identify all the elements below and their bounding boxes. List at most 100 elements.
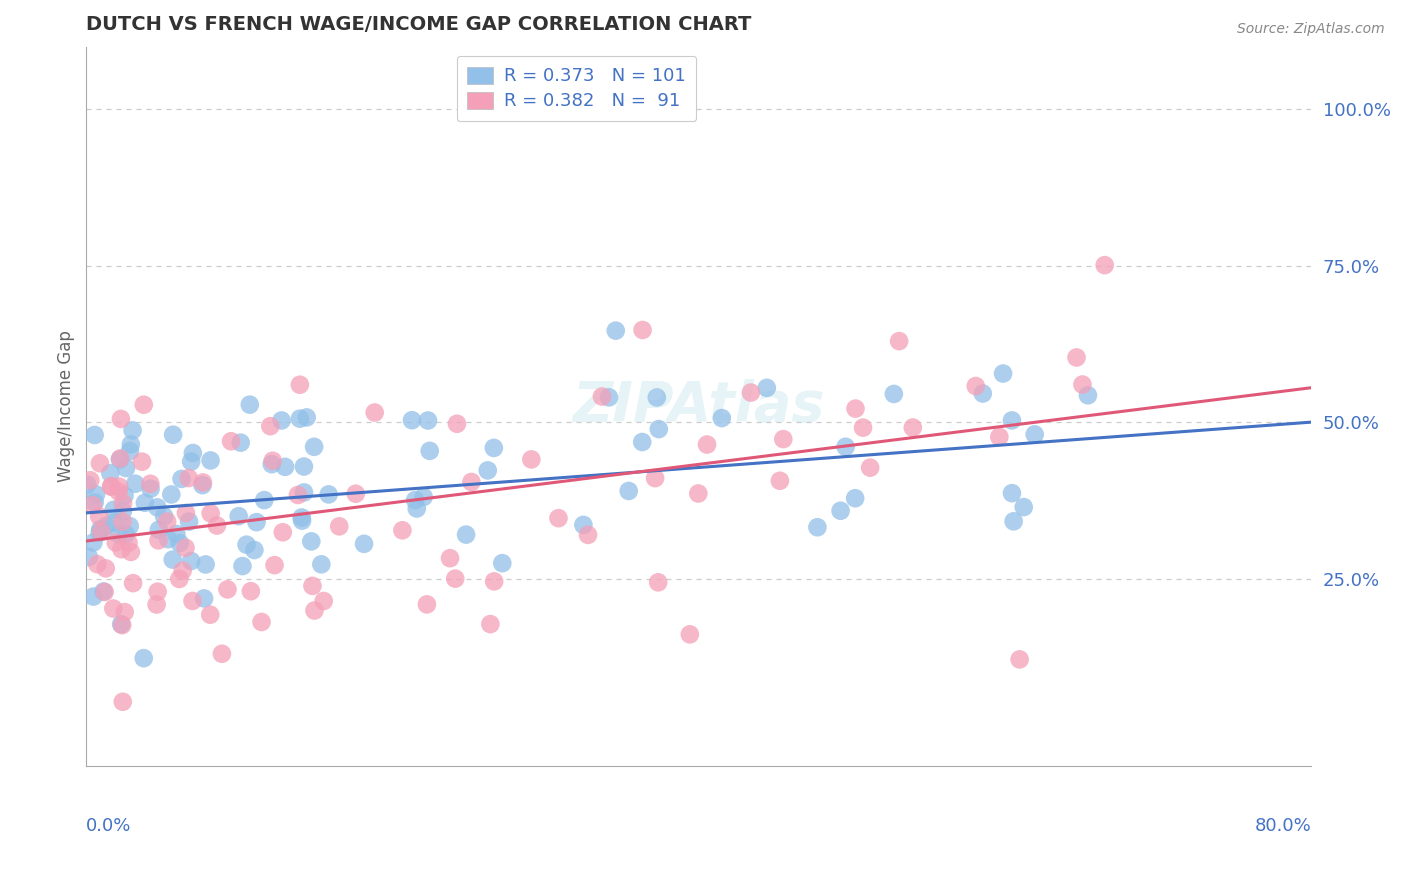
Point <box>172 564 194 578</box>
Point <box>86 558 108 572</box>
Point <box>111 618 134 632</box>
Point <box>239 584 262 599</box>
Point <box>217 582 239 597</box>
Point <box>108 452 131 467</box>
Point <box>889 334 911 348</box>
Point <box>477 463 499 477</box>
Point <box>972 386 994 401</box>
Point <box>631 435 654 450</box>
Point <box>191 478 214 492</box>
Point <box>93 585 115 599</box>
Point <box>262 454 284 468</box>
Point <box>100 466 122 480</box>
Point <box>145 598 167 612</box>
Point <box>124 476 146 491</box>
Point <box>229 435 252 450</box>
Point <box>193 591 215 606</box>
Point <box>965 379 987 393</box>
Point <box>301 579 323 593</box>
Point <box>191 475 214 490</box>
Point <box>122 576 145 591</box>
Point <box>103 601 125 615</box>
Point <box>1071 377 1094 392</box>
Point <box>108 527 131 541</box>
Point <box>131 455 153 469</box>
Point <box>114 489 136 503</box>
Point <box>169 572 191 586</box>
Point <box>107 484 129 499</box>
Point <box>769 474 792 488</box>
Point <box>710 411 733 425</box>
Text: DUTCH VS FRENCH WAGE/INCOME GAP CORRELATION CHART: DUTCH VS FRENCH WAGE/INCOME GAP CORRELAT… <box>86 15 752 34</box>
Point <box>444 572 467 586</box>
Point <box>302 440 325 454</box>
Point <box>391 524 413 538</box>
Point <box>755 381 778 395</box>
Point <box>79 473 101 487</box>
Point <box>292 459 315 474</box>
Point <box>482 441 505 455</box>
Point <box>153 509 176 524</box>
Point <box>211 647 233 661</box>
Point <box>547 511 569 525</box>
Point <box>439 551 461 566</box>
Point <box>1001 413 1024 427</box>
Point <box>180 454 202 468</box>
Point <box>118 444 141 458</box>
Point <box>645 391 668 405</box>
Point <box>482 574 505 589</box>
Point <box>111 515 134 529</box>
Point <box>991 367 1014 381</box>
Text: 80.0%: 80.0% <box>1254 817 1312 835</box>
Point <box>103 502 125 516</box>
Point <box>572 517 595 532</box>
Point <box>156 515 179 529</box>
Point <box>591 390 613 404</box>
Point <box>82 535 104 549</box>
Point <box>576 528 599 542</box>
Point <box>90 524 112 539</box>
Point <box>253 493 276 508</box>
Point <box>110 542 132 557</box>
Point <box>830 504 852 518</box>
Point <box>165 527 187 541</box>
Point <box>111 695 134 709</box>
Point <box>76 477 98 491</box>
Point <box>120 437 142 451</box>
Point <box>162 427 184 442</box>
Point <box>363 405 385 419</box>
Point <box>115 461 138 475</box>
Point <box>647 575 669 590</box>
Point <box>852 420 875 434</box>
Point <box>844 401 866 416</box>
Point <box>84 487 107 501</box>
Point <box>274 459 297 474</box>
Point <box>239 398 262 412</box>
Point <box>270 413 292 427</box>
Point <box>174 506 197 520</box>
Point <box>118 519 141 533</box>
Point <box>89 509 111 524</box>
Point <box>419 443 441 458</box>
Point <box>111 504 134 518</box>
Point <box>169 536 191 550</box>
Point <box>644 471 666 485</box>
Point <box>194 558 217 572</box>
Y-axis label: Wage/Income Gap: Wage/Income Gap <box>58 331 75 483</box>
Point <box>148 523 170 537</box>
Point <box>110 451 132 466</box>
Point <box>988 430 1011 444</box>
Point <box>260 457 283 471</box>
Point <box>287 488 309 502</box>
Point <box>288 411 311 425</box>
Point <box>806 520 828 534</box>
Point <box>115 527 138 541</box>
Point <box>520 452 543 467</box>
Point <box>295 410 318 425</box>
Point <box>401 413 423 427</box>
Point <box>174 541 197 555</box>
Point <box>1002 514 1025 528</box>
Point <box>299 534 322 549</box>
Point <box>598 390 620 404</box>
Point <box>353 537 375 551</box>
